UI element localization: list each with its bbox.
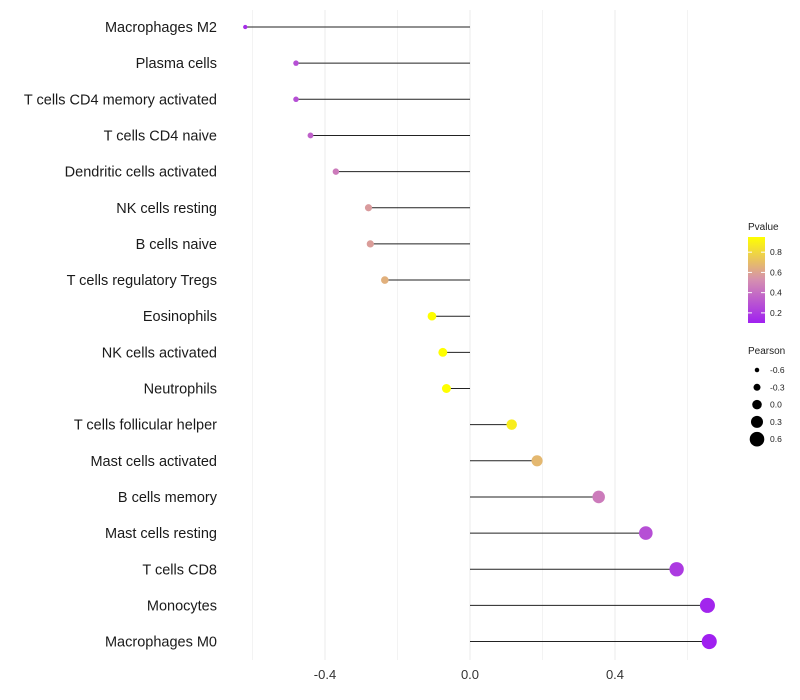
pearson-legend: Pearson -0.6 -0.3 0.0 0.3 0.6 (748, 346, 785, 447)
point (293, 96, 299, 103)
point (669, 562, 684, 577)
point (364, 204, 373, 212)
point (293, 60, 299, 66)
size-legend-dot (754, 367, 760, 373)
x-tick-label: 0.4 (606, 667, 624, 682)
pvalue-legend: Pvalue 0.8 0.6 0.4 0.2 (748, 222, 782, 323)
category-label: Mast cells activated (90, 454, 217, 470)
size-legend-label: 0.0 (770, 400, 782, 410)
category-label: Plasma cells (136, 56, 217, 72)
point (639, 526, 653, 540)
point (381, 276, 389, 284)
point (506, 419, 517, 430)
category-label: T cells CD8 (142, 562, 217, 578)
point (438, 347, 448, 357)
category-label: Macrophages M0 (105, 635, 217, 651)
x-tick-label: -0.4 (314, 667, 336, 682)
category-label: T cells CD4 naive (104, 128, 217, 144)
pvalue-legend-title: Pvalue (748, 222, 779, 233)
pvalue-colorbar (748, 237, 765, 323)
size-legend-dot (753, 383, 761, 391)
category-label: Macrophages M2 (105, 20, 217, 36)
category-label: B cells naive (136, 237, 217, 253)
point (441, 384, 451, 393)
x-axis-ticks: -0.4 0.0 0.4 (314, 667, 624, 682)
points (243, 24, 717, 650)
size-legend-dot (750, 415, 764, 428)
colorbar-tick-label: 0.2 (770, 308, 782, 318)
category-label: NK cells activated (102, 345, 217, 361)
size-legend-label: 0.3 (770, 417, 782, 427)
point (427, 311, 437, 321)
size-legend-dot (752, 399, 762, 410)
colorbar-tick-label: 0.8 (770, 247, 782, 257)
size-legend-label: -0.6 (770, 365, 785, 375)
point (332, 168, 340, 175)
category-label: Mast cells resting (105, 526, 217, 542)
size-legend-label: -0.3 (770, 382, 785, 392)
point (366, 240, 374, 248)
category-label: Neutrophils (144, 382, 217, 398)
colorbar-tick-label: 0.6 (770, 267, 782, 277)
colorbar-tick-label: 0.4 (770, 288, 782, 298)
size-legend-label: 0.6 (770, 434, 782, 444)
x-tick-label: 0.0 (461, 667, 479, 682)
category-label: T cells follicular helper (74, 418, 217, 434)
point (243, 24, 248, 30)
category-labels: Macrophages M2 Plasma cells T cells CD4 me… (24, 20, 218, 651)
category-label: NK cells resting (116, 201, 217, 217)
point (699, 597, 715, 613)
category-label: T cells regulatory Tregs (67, 273, 217, 289)
point (307, 132, 314, 139)
point (592, 490, 605, 504)
category-label: T cells CD4 memory activated (24, 92, 217, 108)
category-label: B cells memory (118, 490, 218, 506)
size-legend-dot (749, 431, 765, 447)
point (701, 634, 717, 650)
pearson-legend-title: Pearson (748, 346, 785, 357)
category-label: Eosinophils (143, 309, 217, 325)
point (531, 455, 543, 467)
stems (245, 26, 710, 643)
category-label: Monocytes (147, 598, 217, 614)
grid (252, 10, 688, 660)
category-label: Dendritic cells activated (65, 165, 217, 181)
